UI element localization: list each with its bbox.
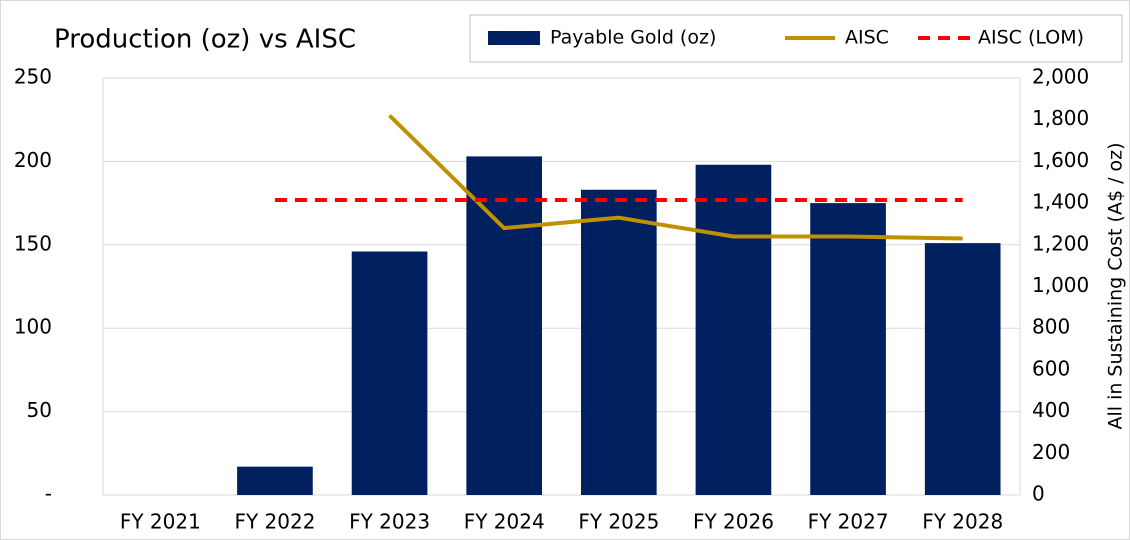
bar: [695, 164, 772, 495]
y2-tick-label: 400: [1032, 398, 1070, 422]
x-tick-label: FY 2023: [349, 510, 430, 534]
bar: [466, 156, 543, 495]
x-tick-label: FY 2028: [922, 510, 1003, 534]
x-tick-label: FY 2022: [234, 510, 315, 534]
bar: [810, 203, 886, 495]
y-tick-label: 50: [27, 398, 52, 422]
bar: [351, 251, 428, 495]
line: [388, 114, 963, 241]
y-tick-label: -: [45, 482, 52, 506]
y2-tick-label: 1,600: [1032, 148, 1089, 172]
x-tick-label: FY 2027: [808, 510, 889, 534]
y2-tick-label: 800: [1032, 315, 1070, 339]
x-tick-label: FY 2025: [578, 510, 659, 534]
y2-tick-label: 200: [1032, 440, 1070, 464]
bar: [237, 466, 313, 495]
y2-axis-title: All in Sustaining Cost (A$ / oz): [1105, 142, 1127, 429]
x-tick-label: FY 2024: [464, 510, 545, 534]
y2-tick-label: 1,800: [1032, 106, 1089, 130]
y2-tick-label: 2,000: [1032, 65, 1089, 89]
legend-label: AISC (LOM): [978, 27, 1084, 49]
y2-tick-label: 0: [1032, 482, 1045, 506]
bar: [924, 243, 1001, 495]
legend-swatch: [488, 31, 540, 45]
y-tick-label: 250: [14, 65, 52, 89]
y2-tick-label: 1,000: [1032, 273, 1089, 297]
x-tick-label: FY 2026: [693, 510, 774, 534]
x-tick-label: FY 2021: [120, 510, 201, 534]
y2-tick-label: 1,200: [1032, 231, 1089, 255]
y2-tick-label: 600: [1032, 356, 1070, 380]
legend-label: Payable Gold (oz): [550, 27, 716, 49]
legend-label: AISC: [845, 27, 889, 49]
bar: [580, 189, 657, 496]
y-tick-label: 150: [14, 231, 52, 255]
chart-title: Production (oz) vs AISC: [54, 25, 356, 55]
y-tick-label: 100: [14, 315, 52, 339]
y-tick-label: 200: [14, 148, 52, 172]
y2-tick-label: 1,400: [1032, 190, 1089, 214]
